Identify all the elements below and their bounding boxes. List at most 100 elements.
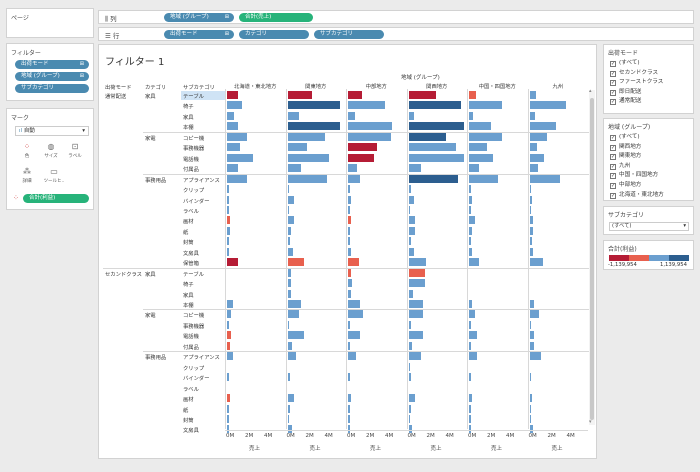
sales-bar[interactable] (348, 153, 375, 162)
sales-bar[interactable] (469, 414, 471, 423)
checkbox-checked-icon[interactable]: ✓ (610, 173, 616, 180)
sales-bar[interactable] (227, 185, 229, 194)
sales-bar[interactable] (469, 132, 502, 141)
sales-bar[interactable] (227, 331, 232, 340)
sales-bar[interactable] (348, 247, 352, 256)
sales-bar[interactable] (287, 164, 301, 173)
sales-bar[interactable] (408, 320, 411, 329)
sales-bar[interactable] (227, 226, 231, 235)
sales-bar[interactable] (469, 310, 475, 319)
sales-bar[interactable] (227, 425, 230, 434)
sales-bar[interactable] (348, 279, 353, 288)
sales-bar[interactable] (227, 258, 238, 267)
sales-bar[interactable] (227, 111, 234, 120)
checkbox-checked-icon[interactable]: ✓ (610, 163, 616, 170)
sales-bar[interactable] (529, 153, 544, 162)
sales-bar[interactable] (529, 101, 566, 110)
sales-bar[interactable] (408, 237, 411, 246)
sales-bar[interactable] (469, 331, 477, 340)
sales-bar[interactable] (287, 143, 308, 152)
sales-bar[interactable] (529, 373, 531, 382)
marks-label-button[interactable]: ⊡ ラベル (65, 141, 85, 161)
sales-bar[interactable] (227, 205, 229, 214)
sales-bar[interactable] (408, 341, 412, 350)
sales-bar[interactable] (469, 237, 471, 246)
rows-shelf[interactable]: ☰ 行 出荷モード ⊞ カテゴリ サブカテゴリ (98, 27, 694, 41)
sales-bar[interactable] (529, 247, 533, 256)
sales-bar[interactable] (408, 279, 425, 288)
sales-bar[interactable] (348, 111, 355, 120)
sales-bar[interactable] (408, 164, 421, 173)
region-filter-option[interactable]: ✓ 関東地方 (610, 151, 641, 161)
sales-bar[interactable] (348, 237, 351, 246)
subcategory-dropdown[interactable]: (すべて) ▾ (609, 222, 689, 231)
sales-bar[interactable] (287, 331, 304, 340)
sales-bar[interactable] (287, 237, 290, 246)
sales-bar[interactable] (287, 122, 341, 131)
sales-bar[interactable] (469, 404, 471, 413)
columns-pill-sales[interactable]: 合計(売上) (239, 13, 313, 22)
columns-pill-region[interactable]: 地域 (グループ) ⊞ (164, 13, 234, 22)
sales-bar[interactable] (408, 185, 411, 194)
sales-bar[interactable] (408, 362, 410, 371)
sales-bar[interactable] (287, 404, 290, 413)
sales-bar[interactable] (287, 185, 289, 194)
sales-bar[interactable] (227, 414, 229, 423)
sales-bar[interactable] (287, 91, 312, 99)
sales-bar[interactable] (348, 373, 350, 382)
sales-bar[interactable] (529, 331, 534, 340)
sales-bar[interactable] (408, 404, 411, 413)
sales-bar[interactable] (227, 164, 238, 173)
sales-bar[interactable] (348, 216, 352, 225)
sales-bar[interactable] (287, 341, 292, 350)
sales-bar[interactable] (227, 310, 232, 319)
sales-bar[interactable] (529, 174, 561, 183)
checkbox-checked-icon[interactable]: ✓ (610, 99, 616, 106)
sales-bar[interactable] (469, 195, 473, 204)
checkbox-checked-icon[interactable]: ✓ (610, 89, 616, 96)
sales-bar[interactable] (408, 143, 456, 152)
sales-bar[interactable] (469, 394, 473, 403)
sales-bar[interactable] (529, 132, 548, 141)
sales-bar[interactable] (348, 310, 364, 319)
sales-bar[interactable] (348, 289, 352, 298)
sales-bar[interactable] (227, 352, 233, 361)
sales-bar[interactable] (348, 300, 361, 308)
sales-bar[interactable] (287, 216, 295, 225)
sales-bar[interactable] (287, 195, 295, 204)
sales-bar[interactable] (408, 373, 411, 382)
sales-bar[interactable] (529, 185, 531, 194)
region-filter-option[interactable]: ✓ (すべて) (610, 132, 640, 141)
scrollbar-thumb[interactable] (590, 98, 594, 420)
sales-bar[interactable] (469, 143, 487, 152)
sales-bar[interactable] (408, 300, 423, 308)
sales-bar[interactable] (227, 216, 231, 225)
sales-bar[interactable] (287, 226, 291, 235)
sales-bar[interactable] (408, 414, 410, 423)
sales-bar[interactable] (348, 414, 350, 423)
sales-bar[interactable] (469, 300, 473, 308)
sales-bar[interactable] (469, 341, 472, 350)
sales-bar[interactable] (529, 258, 543, 267)
sales-bar[interactable] (227, 237, 229, 246)
sales-bar[interactable] (348, 185, 350, 194)
sales-bar[interactable] (469, 425, 472, 434)
sales-bar[interactable] (227, 300, 233, 308)
sales-bar[interactable] (529, 352, 541, 361)
sales-bar[interactable] (227, 174, 247, 183)
checkbox-checked-icon[interactable]: ✓ (610, 80, 616, 87)
sales-bar[interactable] (529, 394, 532, 403)
rows-pill-shipmode[interactable]: 出荷モード ⊞ (164, 30, 234, 39)
shipmode-filter-option[interactable]: ✓ セカンドクラス (610, 68, 658, 77)
sales-bar[interactable] (348, 101, 386, 110)
sales-bar[interactable] (227, 394, 231, 403)
shipmode-filter-option[interactable]: ✓ 即日配送 (610, 87, 641, 96)
sales-bar[interactable] (408, 331, 423, 340)
sales-bar[interactable] (348, 164, 357, 173)
sales-bar[interactable] (287, 289, 291, 298)
sales-bar[interactable] (529, 195, 532, 204)
sales-bar[interactable] (348, 425, 351, 434)
sales-bar[interactable] (287, 310, 299, 319)
sales-bar[interactable] (408, 195, 414, 204)
filter-pill-region[interactable]: 地域 (グループ) ⊞ (15, 72, 89, 81)
